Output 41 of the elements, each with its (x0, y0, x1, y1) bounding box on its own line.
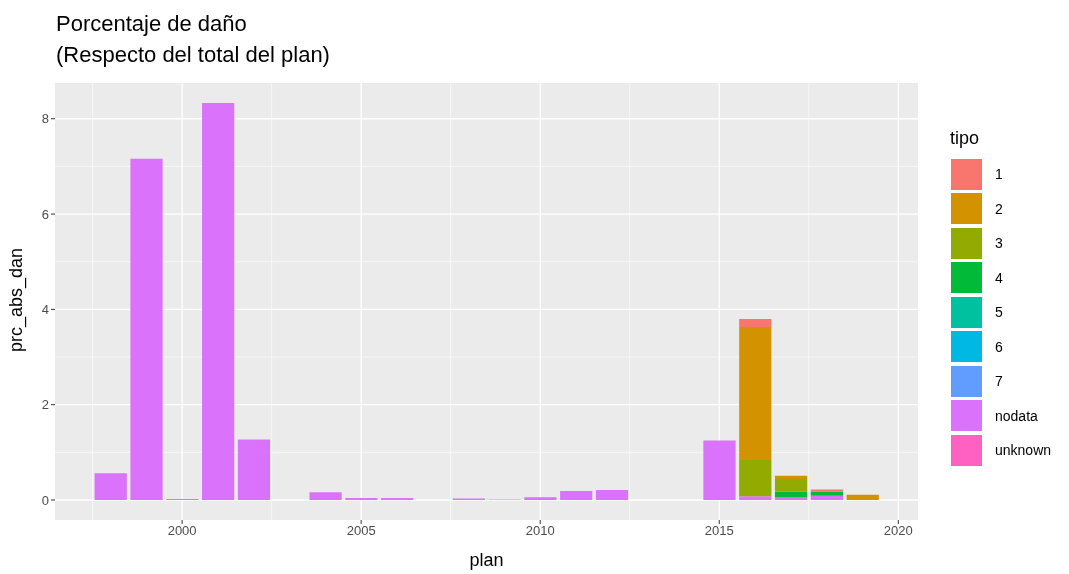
legend-label: nodata (995, 407, 1038, 424)
x-tick-label: 2015 (704, 523, 734, 539)
legend-label: 7 (995, 373, 1003, 390)
legend-label: 2 (995, 200, 1003, 217)
x-tick-label: 2005 (346, 523, 376, 539)
bar (739, 327, 772, 460)
bar (739, 318, 772, 327)
legend-label: 1 (995, 166, 1003, 183)
bar (595, 489, 629, 500)
legend-label: 6 (995, 338, 1003, 355)
chart-title: Porcentaje de daño (Respecto del total del plan) (56, 10, 330, 69)
legend-label: 5 (995, 304, 1003, 321)
bar (739, 459, 772, 497)
bar (774, 491, 808, 498)
legend-label: 3 (995, 235, 1003, 252)
bar (524, 497, 557, 500)
bar (774, 479, 808, 492)
y-tick-label: 6 (41, 206, 49, 222)
bar (237, 439, 271, 500)
x-tick-label: 2020 (883, 523, 913, 539)
y-tick-label: 8 (41, 111, 49, 127)
bar (94, 473, 127, 500)
y-tick-label: 0 (41, 492, 49, 508)
y-axis-title: prc_abs_dan (5, 247, 27, 353)
bar (739, 496, 772, 500)
legend-label: unknown (995, 442, 1052, 459)
legend-label: 4 (995, 269, 1003, 286)
x-axis-title: plan (468, 550, 505, 571)
y-tick-label: 4 (41, 301, 49, 317)
bar (810, 495, 844, 500)
bar (130, 158, 163, 500)
x-tick-label: 2010 (525, 523, 555, 539)
bar (846, 494, 879, 500)
legend-title: tipo (950, 128, 981, 149)
bar (560, 490, 593, 500)
bar (309, 492, 342, 500)
bar (202, 103, 235, 500)
y-tick-label: 2 (41, 397, 49, 413)
bar (703, 440, 736, 500)
x-tick-label: 2000 (167, 523, 197, 539)
bar (810, 491, 844, 496)
